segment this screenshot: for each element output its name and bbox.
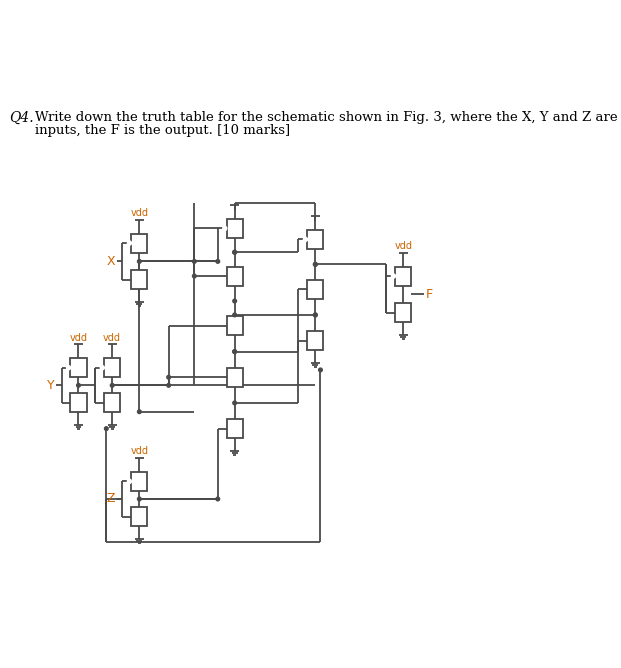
Circle shape [314, 313, 317, 317]
Bar [395, 267, 411, 286]
Bar [70, 393, 86, 412]
Bar [227, 219, 243, 238]
Circle shape [216, 497, 220, 501]
Bar [227, 419, 243, 438]
Text: inputs, the F is the output. [10 marks]: inputs, the F is the output. [10 marks] [35, 124, 291, 136]
Circle shape [233, 250, 237, 254]
Circle shape [233, 250, 237, 254]
Circle shape [76, 383, 80, 387]
Text: vdd: vdd [70, 333, 88, 343]
Text: Y: Y [47, 379, 54, 392]
Text: Q4.: Q4. [9, 111, 34, 125]
Bar [395, 303, 411, 322]
Bar [131, 472, 147, 491]
Bar [131, 507, 147, 526]
Circle shape [314, 263, 317, 266]
Text: Write down the truth table for the schematic shown in Fig. 3, where the X, Y and: Write down the truth table for the schem… [35, 111, 621, 124]
Circle shape [233, 350, 237, 353]
Bar [131, 234, 147, 253]
Text: vdd: vdd [103, 333, 121, 343]
Bar [227, 267, 243, 286]
Bar [307, 230, 324, 249]
Circle shape [314, 263, 317, 266]
Circle shape [233, 350, 237, 353]
Text: F: F [425, 288, 432, 301]
Circle shape [233, 299, 237, 303]
Bar [307, 331, 324, 350]
Circle shape [223, 226, 227, 230]
Circle shape [216, 260, 220, 263]
Text: Z: Z [107, 492, 115, 506]
Circle shape [319, 368, 322, 372]
Circle shape [193, 260, 196, 263]
Bar [104, 358, 120, 377]
Circle shape [104, 427, 108, 430]
Bar [307, 280, 324, 299]
Circle shape [127, 480, 131, 483]
Circle shape [304, 238, 307, 241]
Bar [131, 270, 147, 289]
Text: vdd: vdd [130, 446, 148, 456]
Circle shape [137, 260, 141, 263]
Bar [70, 358, 86, 377]
Circle shape [66, 366, 70, 369]
Bar [227, 367, 243, 387]
Circle shape [233, 313, 237, 317]
Text: vdd: vdd [394, 241, 412, 251]
Circle shape [101, 366, 104, 369]
Circle shape [137, 410, 141, 413]
Circle shape [233, 401, 237, 405]
Text: X: X [107, 255, 115, 268]
Circle shape [167, 383, 171, 387]
Circle shape [167, 375, 171, 379]
Circle shape [137, 497, 141, 501]
Circle shape [127, 241, 131, 245]
Text: vdd: vdd [130, 208, 148, 218]
Circle shape [193, 275, 196, 278]
Bar [227, 317, 243, 335]
Circle shape [111, 383, 114, 387]
Circle shape [314, 313, 317, 317]
Circle shape [392, 275, 395, 278]
Bar [104, 393, 120, 412]
